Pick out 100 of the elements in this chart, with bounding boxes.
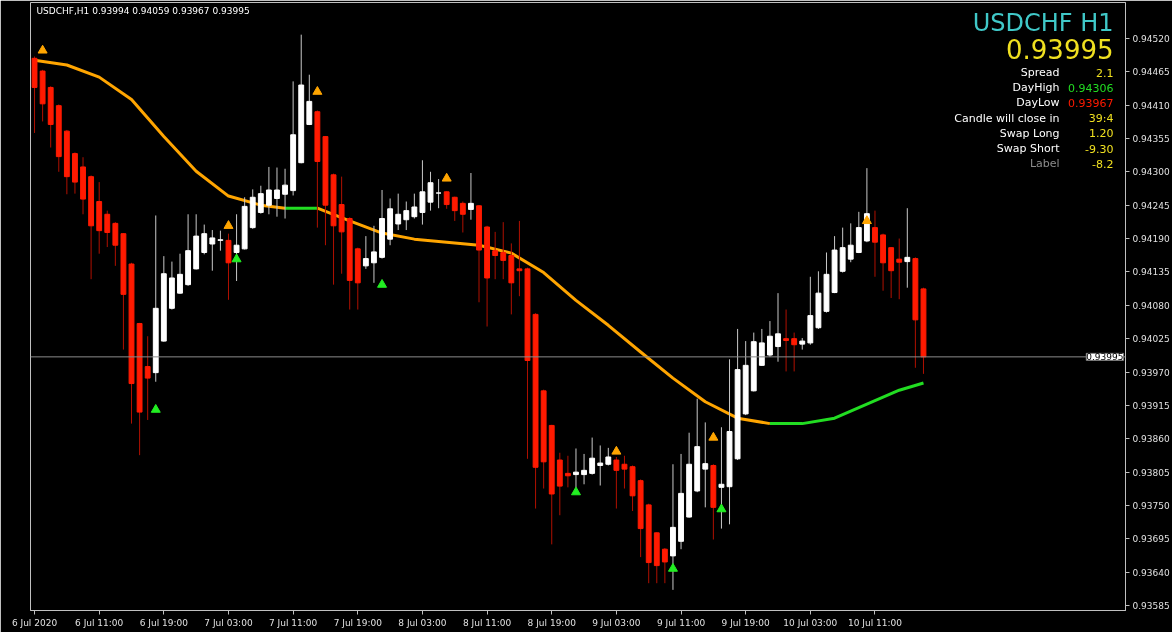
- point: [716, 503, 727, 513]
- y-tick-label: 0.93805: [1132, 467, 1170, 478]
- point: [150, 403, 161, 413]
- y-tick-label: 0.94025: [1132, 334, 1170, 345]
- y-tick-label: 0.94465: [1132, 67, 1170, 78]
- candlestick: [411, 193, 418, 220]
- point: [441, 172, 452, 182]
- candlestick: [435, 178, 442, 209]
- y-tick-label: 0.93585: [1132, 601, 1170, 612]
- y-tick-label: 0.93970: [1132, 367, 1170, 378]
- candlestick: [597, 444, 604, 486]
- candlestick: [872, 210, 878, 278]
- annotation: USDCHF H1: [972, 8, 1114, 37]
- candlestick: [758, 328, 765, 367]
- candlestick: [177, 253, 183, 295]
- point: [570, 486, 581, 496]
- x-tick-label: 9 Jul 19:00: [721, 617, 771, 628]
- candlestick: [613, 456, 620, 510]
- annotation: Spread: [1020, 66, 1060, 79]
- candlestick: [767, 320, 773, 358]
- candlestick: [274, 167, 280, 218]
- point: [861, 215, 872, 225]
- point: [708, 431, 719, 441]
- point: [312, 86, 323, 95]
- point: [231, 253, 242, 263]
- point: [667, 562, 678, 572]
- x-tick-label: 10 Jul 03:00: [783, 617, 838, 628]
- candlestick: [201, 224, 208, 255]
- annotation: Label: [1029, 157, 1060, 171]
- candlestick: [282, 168, 288, 220]
- candlestick: [395, 193, 402, 231]
- candlestick: [225, 233, 232, 301]
- candlestick: [265, 166, 272, 215]
- y-tick-label: 0.94135: [1132, 267, 1170, 278]
- candlestick: [500, 221, 507, 280]
- candlestick: [209, 229, 216, 272]
- candlestick: [306, 74, 313, 126]
- candlestick: [112, 221, 119, 267]
- candlestick: [492, 231, 499, 280]
- annotation: 0.94306: [1068, 81, 1114, 95]
- annotation: Swap Long: [999, 126, 1060, 140]
- candlestick: [589, 437, 596, 476]
- point: [377, 278, 388, 288]
- y-tick-label: 0.94245: [1132, 200, 1170, 211]
- candlestick: [888, 246, 895, 299]
- y-tick-label: 0.93860: [1132, 434, 1170, 445]
- y-tick-label: 0.94410: [1132, 100, 1170, 111]
- point: [223, 220, 234, 229]
- candlestick: [217, 230, 224, 252]
- x-tick-label: 8 Jul 11:00: [462, 617, 512, 628]
- annotation: Swap Short: [996, 142, 1061, 155]
- x-tick-label: 7 Jul 11:00: [269, 617, 318, 628]
- x-tick-label: 7 Jul 03:00: [204, 617, 253, 628]
- candlestick: [564, 455, 571, 488]
- ref-line-label: 0.93995: [1086, 352, 1124, 363]
- annotation: 0.93967: [1068, 96, 1114, 110]
- annotation: 0.93995: [1005, 34, 1114, 65]
- candlestick: [783, 309, 790, 372]
- candlestick: [775, 292, 781, 363]
- candlestick: [451, 196, 458, 222]
- x-tick-label: 6 Jul 11:00: [75, 617, 124, 628]
- x-tick-label: 6 Jul 2020: [11, 617, 58, 628]
- y-tick-label: 0.94080: [1132, 300, 1170, 311]
- candlestick: [896, 238, 903, 300]
- candlestick: [847, 222, 854, 263]
- candlestick: [403, 201, 410, 231]
- point: [611, 445, 622, 455]
- candlestick: [459, 201, 466, 233]
- x-tick-label: 10 Jul 11:00: [848, 617, 903, 628]
- candlestick: [144, 335, 151, 421]
- annotation: Candle will close in: [954, 111, 1060, 125]
- x-tick-label: 8 Jul 03:00: [398, 617, 447, 628]
- annotation: 39:4: [1088, 111, 1114, 125]
- x-tick-label: 8 Jul 19:00: [527, 617, 577, 628]
- x-tick-label: 9 Jul 03:00: [592, 617, 641, 628]
- y-tick-label: 0.94355: [1132, 133, 1170, 144]
- y-tick-label: 0.94520: [1132, 33, 1170, 44]
- y-tick-label: 0.93640: [1132, 567, 1170, 578]
- annotation: -9.30: [1085, 142, 1114, 156]
- annotation: DayLow: [1016, 96, 1060, 110]
- y-tick-label: 0.94300: [1132, 167, 1170, 178]
- candlestick: [104, 210, 111, 248]
- x-tick-label: 7 Jul 19:00: [333, 617, 383, 628]
- annotation: DayHigh: [1012, 81, 1060, 95]
- y-tick-label: 0.93750: [1132, 501, 1170, 512]
- y-tick-label: 0.94190: [1132, 234, 1170, 245]
- candlestick: [371, 225, 377, 284]
- annotation: -8.2: [1092, 157, 1114, 171]
- candlestick: [839, 227, 846, 274]
- point: [37, 44, 48, 54]
- y-tick-label: 0.93915: [1132, 400, 1170, 411]
- candlestick: [791, 332, 798, 372]
- chart-title: USDCHF,H1 0.93994 0.94059 0.93967 0.93995: [36, 5, 250, 16]
- x-tick-label: 6 Jul 19:00: [139, 617, 189, 628]
- annotation: 1.20: [1089, 127, 1114, 141]
- candlestick: [257, 185, 264, 215]
- candlestick: [581, 453, 587, 485]
- candlestick: [233, 213, 240, 282]
- candlestick: [661, 547, 668, 584]
- y-tick-label: 0.93695: [1132, 534, 1170, 545]
